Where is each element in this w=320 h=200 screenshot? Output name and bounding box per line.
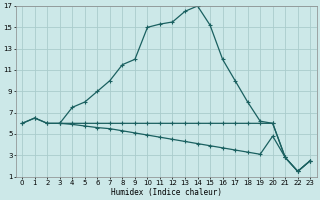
X-axis label: Humidex (Indice chaleur): Humidex (Indice chaleur): [111, 188, 222, 197]
